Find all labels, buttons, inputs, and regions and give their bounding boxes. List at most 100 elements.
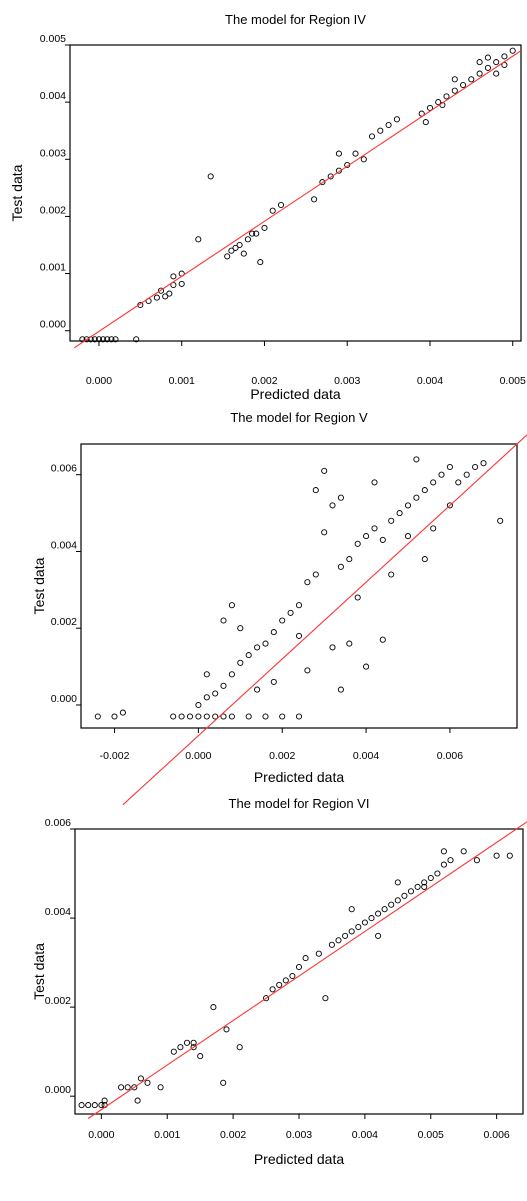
- data-point: [254, 644, 261, 651]
- data-point: [95, 336, 103, 343]
- y-tick-label: 0.006: [51, 463, 77, 475]
- y-tick-label: 0.002: [40, 204, 66, 216]
- data-point: [352, 150, 359, 157]
- data-point: [279, 713, 286, 720]
- x-tick-label: 0.003: [286, 1129, 312, 1141]
- x-tick-label: 0.001: [169, 375, 195, 387]
- y-tick-label: 0.004: [45, 906, 71, 918]
- data-point: [203, 671, 210, 678]
- data-point: [404, 533, 412, 540]
- chart-title: The model for Region V: [230, 410, 368, 425]
- data-point: [210, 1004, 217, 1011]
- data-point: [315, 950, 322, 957]
- data-point: [361, 919, 368, 926]
- data-point: [262, 640, 269, 647]
- data-point: [354, 540, 361, 547]
- data-point: [212, 713, 219, 720]
- x-tick-label: 0.000: [88, 1129, 114, 1141]
- data-point: [144, 1079, 151, 1086]
- data-point: [212, 690, 219, 697]
- data-point: [493, 59, 500, 66]
- data-point: [170, 273, 177, 280]
- data-point: [375, 932, 382, 939]
- data-point: [302, 955, 309, 962]
- data-point: [476, 59, 483, 66]
- data-point: [468, 76, 475, 83]
- data-point: [262, 713, 269, 720]
- data-point: [190, 1044, 197, 1051]
- data-point: [190, 1039, 197, 1046]
- data-point: [108, 336, 115, 343]
- data-point: [493, 852, 500, 859]
- data-point: [220, 1079, 227, 1086]
- data-point: [78, 1102, 85, 1109]
- data-point: [375, 910, 382, 917]
- data-point: [178, 280, 185, 287]
- data-point: [245, 652, 252, 659]
- data-point: [91, 336, 98, 343]
- data-point: [354, 594, 361, 601]
- data-point: [134, 1097, 141, 1104]
- y-tick-label: 0.004: [40, 90, 66, 102]
- data-point: [224, 253, 231, 260]
- x-tick-label: 0.003: [334, 375, 360, 387]
- fit-line: [73, 50, 522, 349]
- data-point: [355, 923, 362, 931]
- data-point: [335, 150, 342, 157]
- data-point: [312, 571, 319, 578]
- data-point: [237, 625, 244, 632]
- data-point: [304, 667, 311, 674]
- x-axis-label: Predicted data: [254, 769, 344, 785]
- data-point: [342, 932, 349, 939]
- data-point: [388, 571, 395, 578]
- x-tick-label: 0.005: [500, 375, 526, 387]
- data-point: [363, 663, 370, 670]
- data-point: [270, 629, 277, 636]
- y-axis-label: Test data: [31, 943, 47, 1000]
- data-point: [430, 479, 437, 486]
- x-tick-label: 0.005: [418, 1129, 444, 1141]
- data-point: [220, 617, 227, 624]
- data-point: [329, 644, 336, 651]
- data-point: [322, 995, 329, 1002]
- data-point: [381, 906, 388, 913]
- data-point: [263, 995, 270, 1002]
- data-point: [282, 977, 289, 984]
- data-point: [304, 579, 311, 586]
- y-tick-label: 0.001: [40, 262, 66, 274]
- x-tick-label: 0.006: [437, 750, 463, 762]
- data-point: [396, 510, 403, 517]
- data-point: [348, 906, 355, 913]
- data-point: [237, 659, 244, 666]
- y-tick-label: 0.002: [51, 616, 77, 628]
- data-point: [421, 879, 428, 886]
- data-point: [427, 874, 434, 882]
- data-point: [295, 602, 303, 609]
- data-point: [414, 883, 421, 890]
- data-point: [240, 250, 247, 257]
- data-point: [346, 556, 353, 563]
- data-point: [133, 336, 140, 343]
- data-point: [195, 701, 202, 709]
- data-point: [236, 1044, 243, 1051]
- data-point: [178, 713, 185, 720]
- data-point: [277, 201, 285, 209]
- data-point: [440, 861, 447, 868]
- data-point: [228, 671, 235, 678]
- data-point: [460, 848, 467, 855]
- data-point: [279, 617, 286, 624]
- data-point: [438, 471, 445, 478]
- data-point: [421, 556, 428, 563]
- data-point: [295, 963, 303, 971]
- data-point: [447, 857, 454, 864]
- data-point: [269, 986, 276, 993]
- data-point: [493, 70, 500, 77]
- data-point: [253, 230, 260, 237]
- data-point: [94, 713, 101, 720]
- data-point: [422, 119, 429, 126]
- data-point: [276, 981, 283, 988]
- plot-frame: [80, 443, 518, 729]
- data-point: [269, 207, 276, 214]
- data-point: [473, 857, 480, 864]
- data-point: [153, 294, 160, 301]
